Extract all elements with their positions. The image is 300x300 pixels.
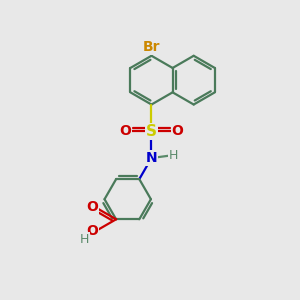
Text: N: N <box>146 151 157 165</box>
Text: Br: Br <box>143 40 160 54</box>
Text: O: O <box>119 124 131 138</box>
Text: O: O <box>86 224 98 239</box>
Text: S: S <box>146 124 157 139</box>
Text: O: O <box>86 200 98 214</box>
Text: H: H <box>80 232 89 246</box>
Text: H: H <box>169 149 178 162</box>
Text: O: O <box>172 124 184 138</box>
